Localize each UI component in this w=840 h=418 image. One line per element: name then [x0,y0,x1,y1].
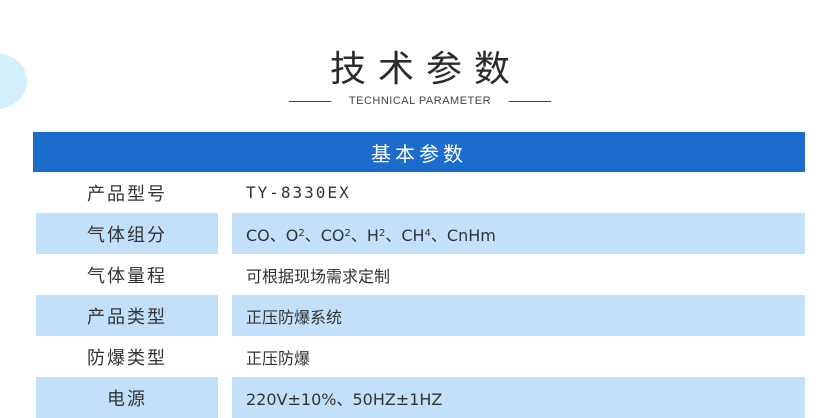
table-row: 产品型号 TY-8330EX [33,172,805,213]
table-row: 产品类型 正压防爆系统 [33,295,805,336]
table-row: 防爆类型 正压防爆 [33,336,805,377]
page-title: 技术参数 [329,49,522,90]
divider-left [288,100,331,102]
row-label: 气体量程 [87,265,167,287]
subscript: 2 [344,228,351,239]
gas-text: 、CO [304,225,345,245]
parameter-table: 产品型号 TY-8330EX 气体组分 CO、O 2 、CO 2 、H 2 、CH 4 、CnH… [33,172,805,418]
row-value: CO、O 2 、CO 2 、H 2 、CH 4 、CnHm [232,213,805,254]
table-row: 气体组分 CO、O 2 、CO 2 、H 2 、CH 4 、CnHm [33,213,805,254]
row-value: 正压防爆系统 [232,295,805,336]
section-header: 基本参数 [33,132,805,172]
gas-text: 、CnHm [430,225,496,245]
subtitle-text: TECHNICAL PARAMETER [348,95,492,107]
table-row: 气体量程 可根据现场需求定制 [33,254,805,295]
page-subtitle: TECHNICAL PARAMETER [0,95,840,107]
divider-right [509,100,552,102]
gas-text: 、CH [385,225,425,245]
gas-text: 、H [350,225,379,245]
gas-text: CO、O [246,225,299,245]
row-value: TY-8330EX [246,183,351,202]
row-label: 产品型号 [87,183,167,205]
subscript: 4 [424,228,431,239]
subscript: 2 [378,228,386,239]
row-label: 防爆类型 [87,347,167,369]
row-value: 220V±10%、50HZ±1HZ [232,377,805,418]
table-row: 电源 220V±10%、50HZ±1HZ [33,377,805,418]
row-label: 电源 [36,377,218,418]
row-value: 正压防爆 [246,348,311,368]
row-label: 气体组分 [36,213,218,254]
subscript: 2 [298,228,305,239]
row-value: 可根据现场需求定制 [246,266,391,286]
row-label: 产品类型 [36,295,218,336]
